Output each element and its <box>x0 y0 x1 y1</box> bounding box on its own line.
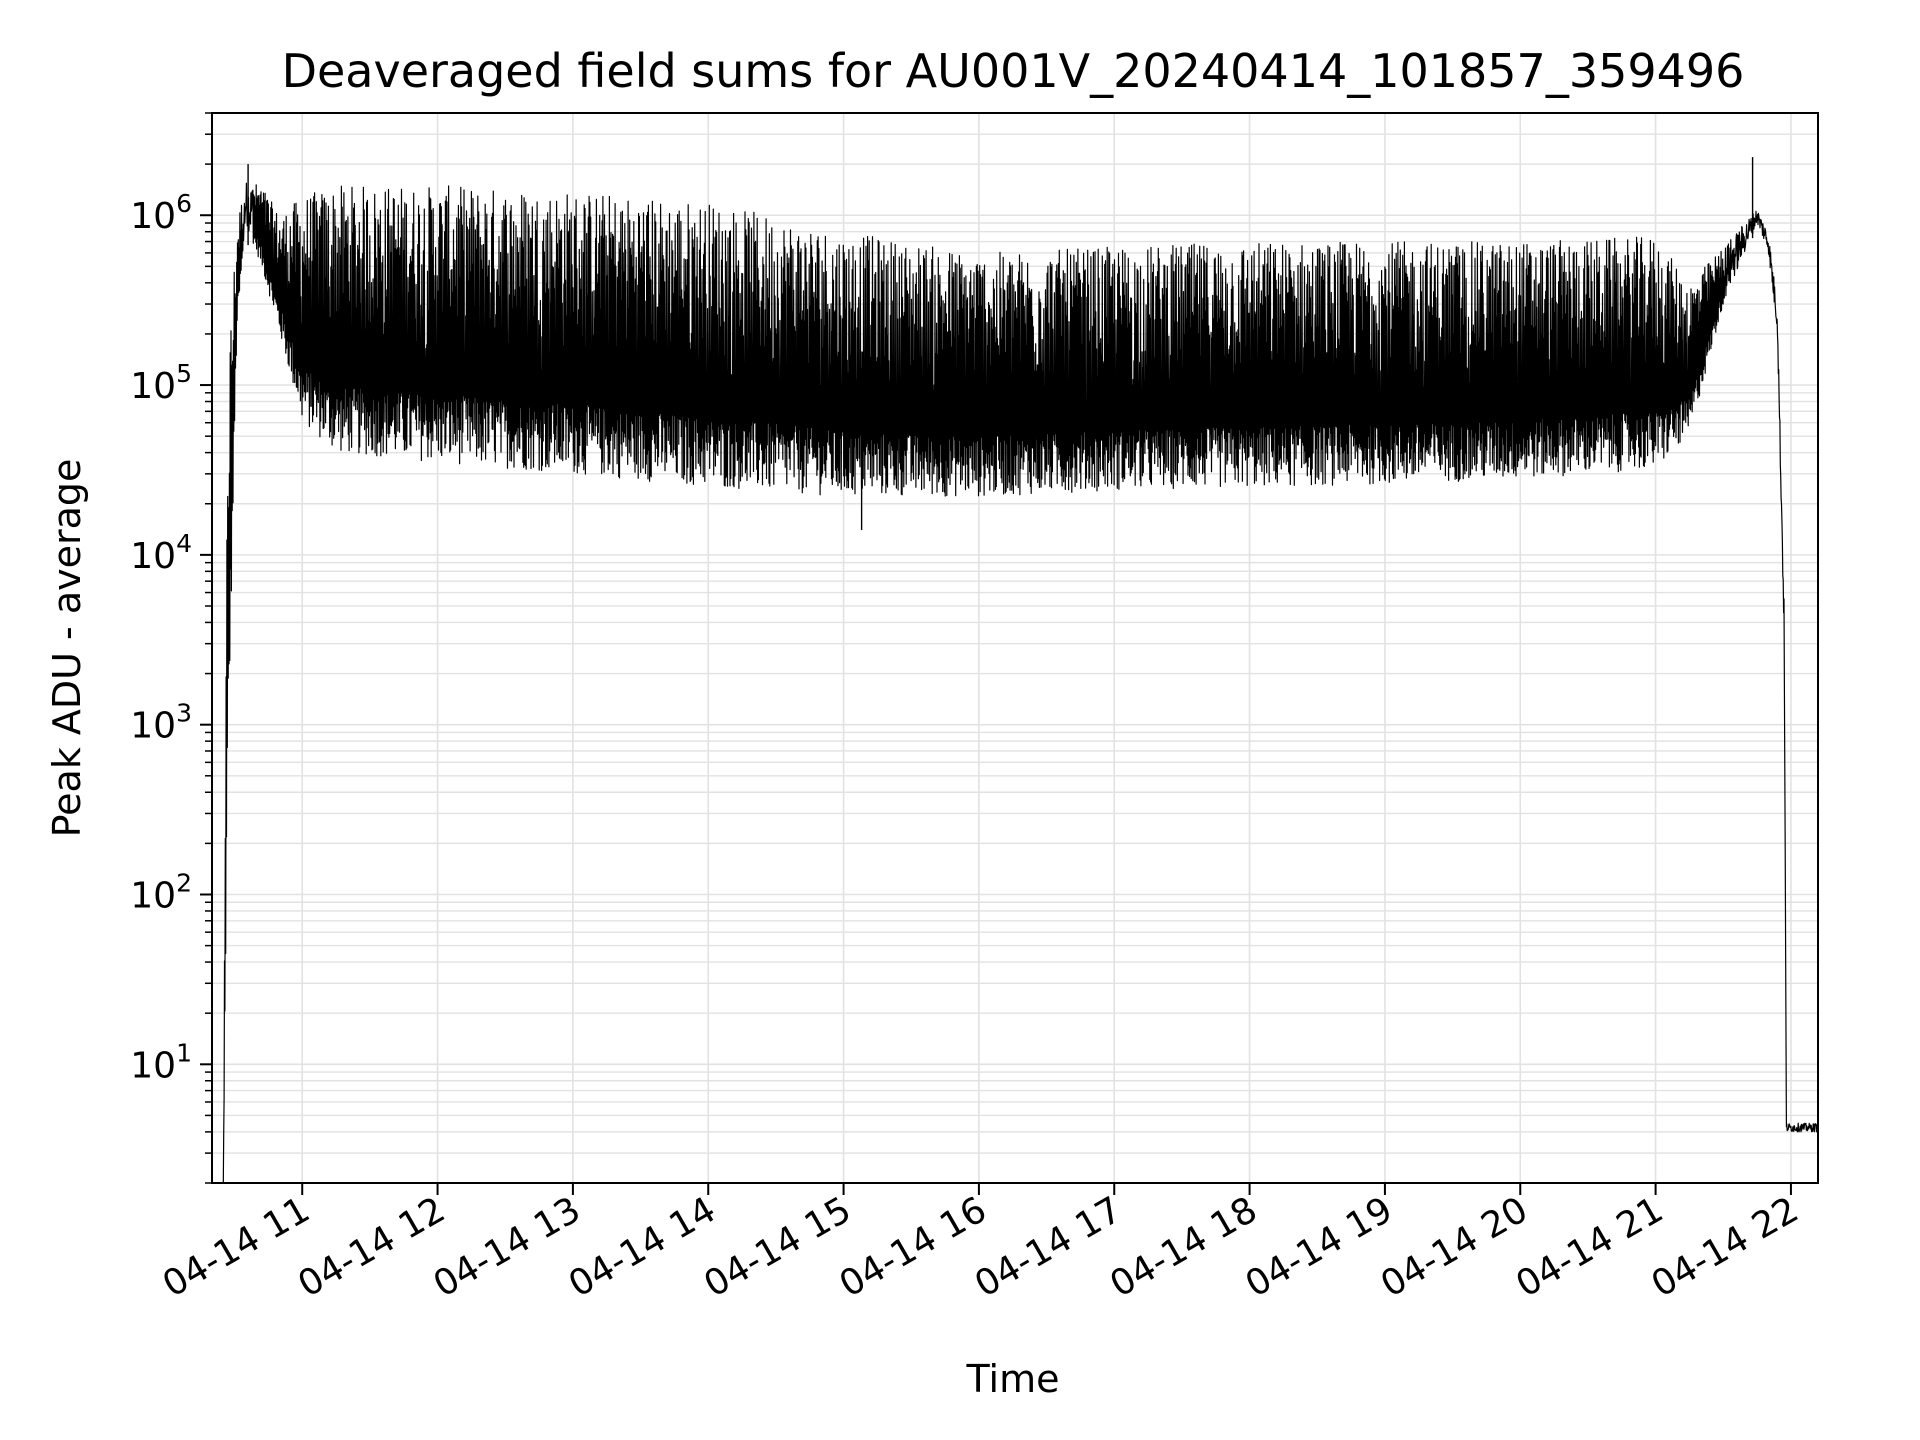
x-tick-label: 04-14 15 <box>697 1189 858 1305</box>
x-tick-label: 04-14 18 <box>1103 1189 1264 1305</box>
x-tick-label: 04-14 19 <box>1239 1189 1400 1305</box>
y-tick-label: 106 <box>130 189 192 237</box>
x-tick-label: 04-14 11 <box>156 1189 317 1305</box>
x-tick-label: 04-14 17 <box>968 1189 1129 1305</box>
y-axis: 101 102 103 104 105 106 <box>130 112 212 1184</box>
series-line <box>222 182 1819 1184</box>
x-tick-label: 04-14 12 <box>291 1189 452 1305</box>
y-tick-label: 102 <box>130 868 192 916</box>
x-tick-label: 04-14 13 <box>427 1189 588 1305</box>
y-tick-label: 103 <box>130 699 192 747</box>
x-tick-label: 04-14 22 <box>1645 1189 1806 1305</box>
y-axis-label: Peak ADU - average <box>45 459 89 838</box>
x-tick-label: 04-14 14 <box>562 1189 723 1305</box>
x-tick-label: 04-14 20 <box>1374 1189 1535 1305</box>
y-tick-label: 104 <box>130 529 192 577</box>
x-tick-label: 04-14 16 <box>833 1189 994 1305</box>
chart-title: Deaveraged field sums for AU001V_2024041… <box>282 44 1745 98</box>
y-tick-label: 105 <box>130 359 192 407</box>
y-tick-label: 101 <box>130 1038 192 1086</box>
plot-area <box>222 157 1819 1184</box>
axes-frame <box>211 112 1819 1184</box>
x-tick-label: 04-14 21 <box>1509 1189 1670 1305</box>
x-axis-label: Time <box>966 1357 1060 1401</box>
